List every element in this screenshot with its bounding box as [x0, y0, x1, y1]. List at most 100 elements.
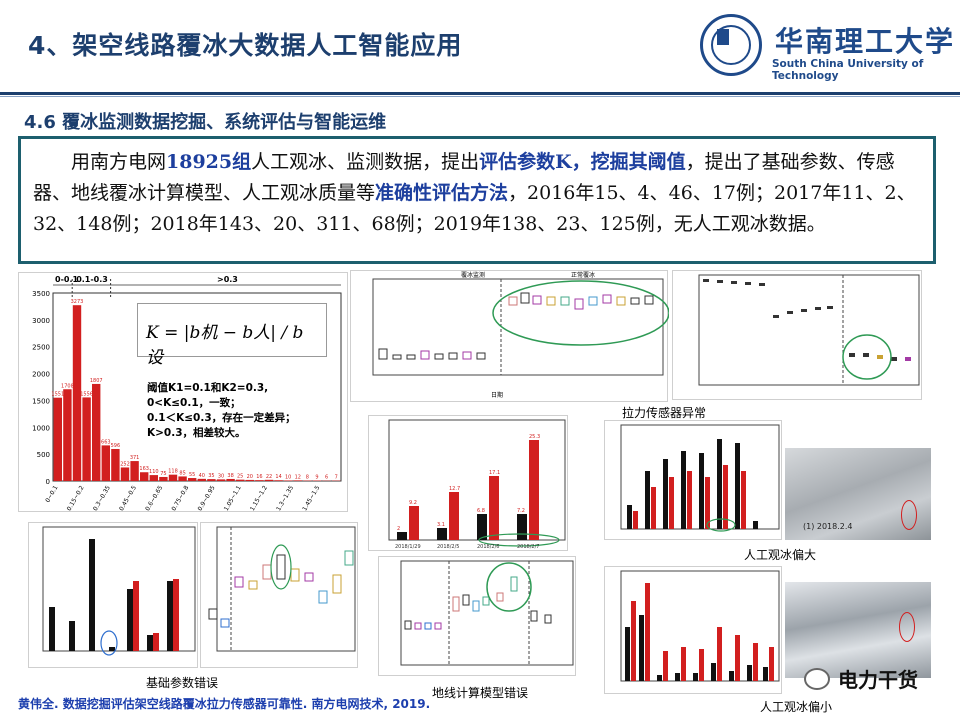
body-highlight-2: 评估参数K，挖掘其阈值: [479, 151, 686, 173]
basic-param-boxplot: [208, 526, 356, 652]
histogram-bar-label: 22: [266, 474, 272, 480]
title-divider: [0, 92, 960, 95]
histogram-bar: [72, 305, 82, 481]
caption-ice-large: 人工观冰偏大: [744, 548, 817, 562]
ice-small-bar-panel: [604, 566, 782, 694]
histogram-bar: [63, 389, 72, 481]
histogram-x-tick-label: 0.15~0.2: [66, 484, 86, 512]
ice-small-bar-chart: [620, 570, 780, 682]
histogram-bar: [264, 479, 274, 481]
histogram-bar-label: 16: [256, 474, 262, 480]
histogram-bar-label: 40: [199, 473, 205, 479]
bar-mid-value-4: 12.7: [449, 486, 460, 492]
histogram-bar-label: 10: [285, 474, 291, 480]
university-name-en: South China University of Technology: [772, 58, 924, 82]
histogram-bar: [120, 467, 130, 481]
histogram-bar-label: 20: [247, 474, 253, 480]
k-histogram-panel: 3500 3000 2500 2000 1500 1000 500 0 0-0.1 0.1-0.3…: [18, 272, 348, 512]
section-title: 4.6 覆冰监测数据挖掘、系统评估与智能运维: [24, 112, 387, 133]
histogram-bar-label: 85: [179, 470, 185, 476]
histogram-plot-area: [52, 292, 342, 482]
caption-ice-small: 人工观冰偏小: [760, 700, 833, 714]
university-seal-icon: [700, 14, 762, 76]
tension-scatter: [698, 274, 920, 386]
histogram-bar-label: 118: [168, 469, 178, 475]
histogram-range-label: >0.3: [217, 275, 238, 284]
bar-mid-value-6: 17.1: [489, 470, 500, 476]
histogram-x-tick-label: 1.15~1.2: [249, 484, 269, 512]
summary-textbox: 用南方电网18925组人工观冰、监测数据，提出评估参数K，挖掘其阈值，提出了基础…: [18, 136, 936, 264]
ice-large-photo: (1) 2018.2.4: [785, 448, 931, 540]
bar-mid-date-3: 2018/2/6: [477, 544, 499, 550]
histogram-x-tick-label: 1.05~1.1: [223, 484, 243, 512]
histogram-bar-label: 110: [149, 469, 159, 475]
threshold-line-3: 0.1＜K≤0.3，存在一定差异；: [147, 412, 296, 424]
boxplot-label-b: 正常覆冰: [571, 271, 595, 279]
bar-mid-date-1: 2018/1/29: [395, 544, 421, 550]
histogram-bar: [149, 475, 158, 481]
k-formula: K = |b机 − b人| / b设: [146, 323, 304, 368]
k-histogram-chart: 3500 3000 2500 2000 1500 1000 500 0 0-0.10.1-0.3…: [32, 275, 342, 512]
histogram-y-tick-label: 1500: [32, 397, 50, 405]
histogram-bar: [197, 478, 206, 481]
citation: 黄伟全. 数据挖掘评估架空线路覆冰拉力传感器可靠性. 南方电网技术, 2019.: [18, 697, 431, 711]
histogram-x-tick-label: 1.3~1.35: [275, 484, 295, 512]
body-text-3: ，提出了基础参数、传感器、地线覆冰计算模型、人工观冰质量等: [33, 151, 895, 204]
histogram-bar-label: 38: [227, 473, 233, 479]
histogram-bar-label: 7: [335, 475, 338, 481]
histogram-bar-label: 12: [295, 474, 301, 480]
wechat-icon: [804, 668, 830, 690]
slide-title: 4、架空线路覆冰大数据人工智能应用: [28, 31, 463, 60]
monitor-boxplot: 覆冰监测 正常覆冰 日期: [372, 271, 670, 399]
histogram-bar: [255, 480, 264, 481]
histogram-bar: [159, 476, 168, 481]
title-divider-thin: [0, 96, 960, 97]
basic-param-boxplot-panel: [200, 522, 358, 668]
histogram-bar-label: 163: [139, 466, 149, 472]
histogram-bar-label: 8: [306, 475, 309, 481]
histogram-bar: [274, 480, 283, 481]
histogram-x-tick-label: 0.3~0.35: [92, 484, 112, 512]
basic-param-bar-panel: [28, 522, 198, 668]
bar-mid-value-1: 2: [397, 526, 400, 532]
caption-ground-wire: 地线计算模型错误: [432, 686, 529, 700]
ground-wire-chart-panel: [378, 556, 576, 676]
boxplot-label-a: 覆冰监测: [461, 271, 485, 279]
histogram-range-label: 0-0.1: [55, 275, 78, 284]
histogram-x-tick-label: 0~0.1: [44, 484, 59, 504]
histogram-y-tick-label: 3000: [32, 317, 50, 325]
brand-name: 电力干货: [838, 668, 918, 692]
histogram-bar: [92, 383, 101, 481]
ice-small-marker: [899, 612, 915, 642]
ground-wire-chart: [400, 560, 574, 666]
histogram-bar-label: 6: [325, 475, 328, 481]
histogram-bar: [293, 480, 302, 481]
caption-tension-sensor: 拉力传感器异常: [622, 406, 707, 420]
threshold-line-2: 0<K≤0.1，一致；: [147, 397, 241, 409]
histogram-x-tick-label: 1.45~1.5: [301, 484, 321, 512]
caption-basic-param: 基础参数错误: [146, 676, 219, 690]
tension-scatter-panel: [672, 270, 922, 400]
histogram-bar: [101, 445, 110, 481]
histogram-bar: [82, 397, 91, 481]
histogram-bar: [178, 476, 187, 481]
histogram-bar: [226, 478, 235, 481]
histogram-x-tick-label: 0.75~0.8: [170, 484, 190, 512]
bar-mid-value-2: 9.2: [409, 500, 417, 506]
histogram-bar-label: 371: [130, 455, 140, 461]
histogram-bar: [188, 478, 197, 481]
histogram-y-tick-label: 2000: [32, 371, 50, 379]
histogram-bar-label: 25: [237, 474, 243, 480]
ice-large-marker: [901, 500, 917, 530]
bar-mid-value-5: 6.8: [477, 508, 485, 514]
histogram-x-tick-label: 0.9~0.95: [197, 484, 217, 512]
bar-mid-date-4: 2018/2/7: [517, 544, 539, 550]
monitor-boxplot-panel: 覆冰监测 正常覆冰 日期: [350, 270, 670, 402]
daily-ice-bar-panel: 2 9.2 3.1 12.7 6.8 17.1 7.2 25.3 2018/1/…: [368, 415, 568, 551]
ice-large-bar-panel: [604, 420, 782, 540]
histogram-bar-label: 75: [160, 471, 166, 477]
histogram-bar-label: 30: [218, 473, 224, 479]
histogram-bar-label: 3273: [71, 299, 84, 305]
histogram-bar-label: 596: [111, 443, 121, 449]
body-text-2: 人工观冰、监测数据，提出: [251, 151, 480, 173]
